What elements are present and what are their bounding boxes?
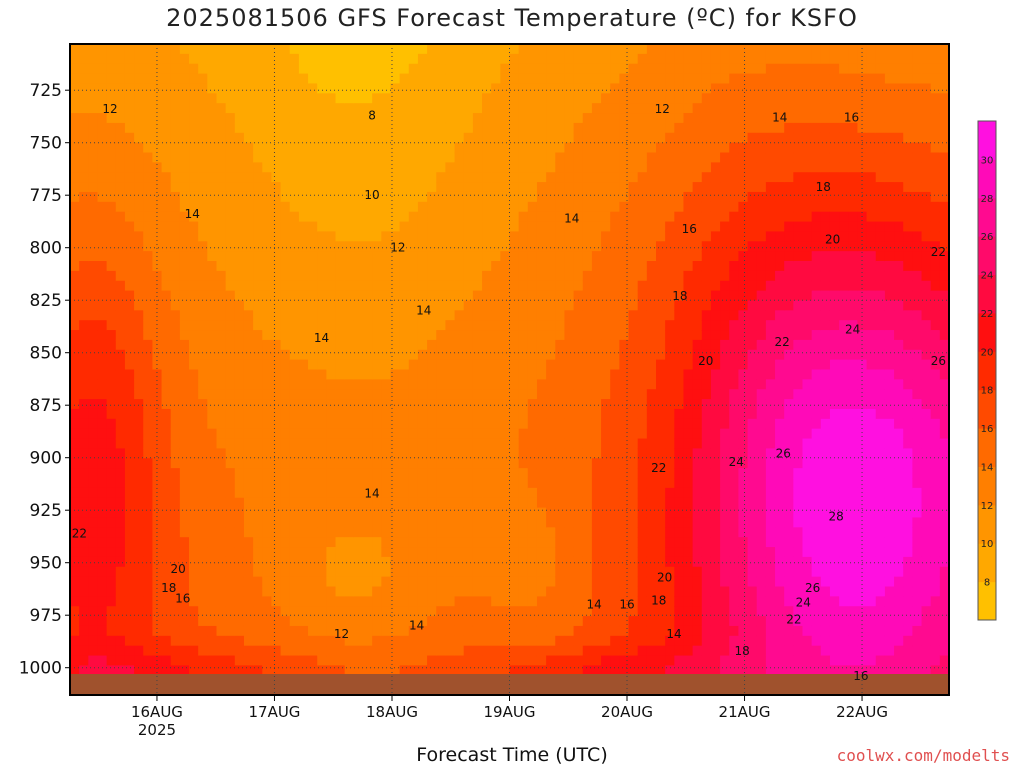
y-tick-label: 900 — [30, 449, 62, 469]
contour-label: 24 — [729, 455, 744, 469]
y-tick-label: 950 — [30, 554, 62, 574]
contour-label: 22 — [786, 612, 801, 626]
colorbar-label: 28 — [981, 194, 994, 205]
contour-label: 24 — [796, 596, 811, 610]
x-tick-label: 19AUG — [484, 703, 536, 721]
x-tick-label: 17AUG — [248, 703, 300, 721]
contour-label: 18 — [672, 289, 687, 303]
contour-label: 22 — [774, 335, 789, 349]
contour-label: 18 — [816, 180, 831, 194]
colorbar-label: 30 — [981, 155, 994, 166]
contour-label: 14 — [364, 486, 379, 500]
y-tick-label: 850 — [30, 344, 62, 364]
x-axis-title: Forecast Time (UTC) — [416, 744, 608, 766]
y-axis: 725 750 775 800 825 850 875 900 925 950 975 1000 — [19, 81, 70, 679]
colorbar-label: 24 — [981, 271, 994, 282]
colorbar-label: 18 — [981, 386, 994, 397]
contour-label: 26 — [776, 447, 791, 461]
colorbar-swatch — [978, 236, 996, 276]
x-tick-label: 22AUG — [836, 703, 888, 721]
colorbar-swatch — [978, 389, 996, 429]
y-tick-label: 825 — [30, 291, 62, 311]
contour-label: 14 — [409, 619, 424, 633]
x-tick-label: 2025 — [138, 721, 176, 739]
contour-label: 14 — [416, 304, 431, 318]
colorbar-label: 26 — [981, 232, 994, 243]
contour-label: 24 — [845, 323, 860, 337]
chart-title: 2025081506 GFS Forecast Temperature (ºC)… — [166, 4, 858, 32]
temperature-field — [70, 44, 950, 696]
x-tick-label: 18AUG — [366, 703, 418, 721]
y-tick-label: 775 — [30, 186, 62, 206]
x-tick-label: 20AUG — [601, 703, 653, 721]
contour-label: 16 — [619, 598, 634, 612]
contour-label: 14 — [666, 627, 681, 641]
contour-label: 8 — [368, 108, 376, 122]
x-tick-label: 21AUG — [719, 703, 771, 721]
contour-label: 16 — [682, 222, 697, 236]
colorbar-swatch — [978, 274, 996, 314]
y-tick-label: 975 — [30, 606, 62, 626]
contour-label: 16 — [175, 591, 190, 605]
colorbar-label: 16 — [981, 424, 994, 435]
colorbar-swatch — [978, 428, 996, 467]
y-tick-label: 725 — [30, 81, 62, 101]
contour-label: 14 — [314, 331, 329, 345]
colorbar-label: 14 — [981, 462, 994, 473]
contour-label: 18 — [161, 581, 176, 595]
x-tick-label: 16AUG — [131, 703, 183, 721]
y-tick-label: 875 — [30, 396, 62, 416]
contour-label: 18 — [651, 594, 666, 608]
y-tick-label: 1000 — [19, 659, 62, 679]
colorbar-label: 8 — [984, 578, 990, 589]
contour-label: 28 — [829, 510, 844, 524]
contour-label: 26 — [805, 581, 820, 595]
colorbar-swatch — [978, 121, 996, 160]
contour-label: 20 — [657, 570, 672, 584]
contour-label: 20 — [825, 232, 840, 246]
colorbar-swatch — [978, 197, 996, 237]
contour-label: 20 — [170, 562, 185, 576]
colorbar-swatch — [978, 581, 996, 621]
colorbar-label: 22 — [981, 309, 994, 320]
colorbar-swatch — [978, 466, 996, 506]
credit-link[interactable]: coolwx.com/modelts — [836, 746, 1010, 765]
colorbar-label: 10 — [981, 539, 994, 550]
contour-label: 18 — [735, 644, 750, 658]
contour-label: 16 — [853, 669, 868, 683]
colorbar: 8 10 12 14 16 18 20 22 24 26 28 30 — [977, 120, 997, 621]
contour-label: 12 — [334, 627, 349, 641]
contour-label: 16 — [844, 111, 859, 125]
y-tick-label: 750 — [30, 134, 62, 154]
contour-label: 22 — [72, 526, 87, 540]
colorbar-label: 20 — [981, 347, 994, 358]
y-tick-label: 800 — [30, 239, 62, 259]
contour-label: 14 — [586, 598, 601, 612]
contour-label: 22 — [651, 461, 666, 475]
contour-label: 14 — [772, 111, 787, 125]
contour-label: 12 — [655, 102, 670, 116]
colorbar-swatch — [978, 159, 996, 199]
colorbar-swatch — [978, 504, 996, 544]
colorbar-label: 12 — [981, 501, 994, 512]
contour-label: 20 — [698, 354, 713, 368]
colorbar-swatch — [978, 351, 996, 391]
contour-label: 26 — [931, 354, 946, 368]
contour-label: 14 — [185, 207, 200, 221]
contour-label: 12 — [390, 241, 405, 255]
grid-lines — [70, 44, 949, 695]
y-tick-label: 925 — [30, 501, 62, 521]
colorbar-swatch — [978, 312, 996, 352]
colorbar-swatch — [978, 543, 996, 583]
contour-label: 22 — [931, 245, 946, 259]
contour-label: 14 — [564, 211, 579, 225]
contour-label: 12 — [102, 102, 117, 116]
contour-label: 10 — [364, 188, 379, 202]
